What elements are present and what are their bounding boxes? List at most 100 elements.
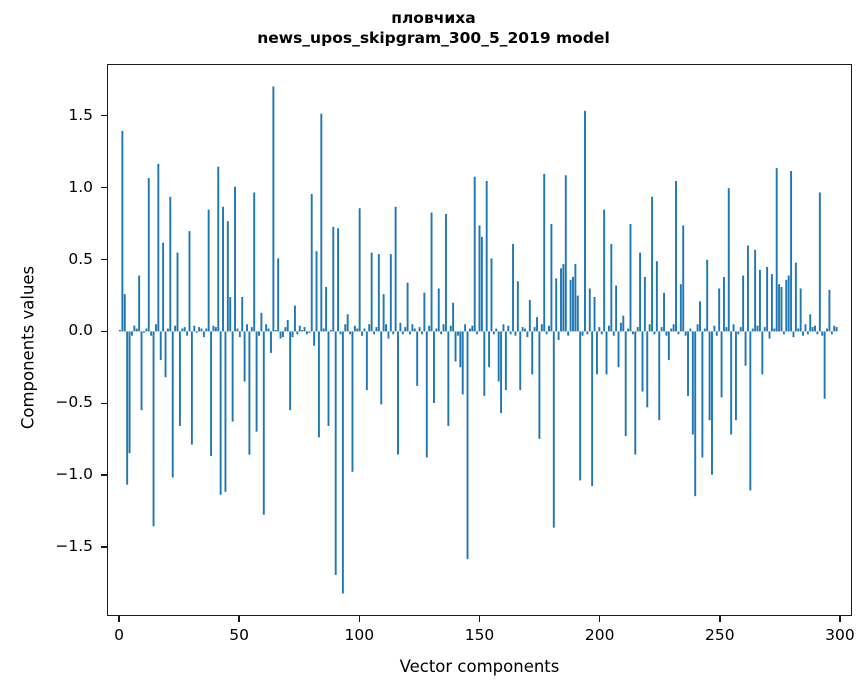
bar bbox=[708, 331, 711, 421]
bar bbox=[526, 331, 529, 338]
plot-area bbox=[108, 65, 851, 615]
bar bbox=[411, 324, 414, 332]
bar bbox=[706, 259, 709, 332]
y-tick-label: −1.0 bbox=[55, 465, 93, 484]
bar bbox=[159, 331, 162, 361]
bar bbox=[291, 331, 294, 338]
x-tick-label: 100 bbox=[344, 626, 375, 644]
bar bbox=[140, 331, 143, 411]
bar bbox=[715, 331, 718, 336]
bar bbox=[507, 325, 510, 332]
bar bbox=[226, 221, 229, 332]
bar bbox=[696, 324, 699, 332]
bar bbox=[703, 328, 706, 332]
bar bbox=[358, 208, 361, 332]
x-tick-label: 300 bbox=[825, 626, 855, 644]
bar bbox=[711, 331, 713, 475]
bar bbox=[272, 86, 275, 332]
bar bbox=[739, 327, 742, 332]
y-tick-mark bbox=[101, 474, 107, 476]
bar bbox=[186, 331, 189, 336]
bar bbox=[468, 328, 471, 332]
bar bbox=[174, 325, 177, 332]
bar bbox=[792, 331, 795, 338]
bar bbox=[181, 328, 184, 332]
bar bbox=[598, 327, 601, 332]
bar bbox=[447, 331, 450, 426]
bar bbox=[416, 331, 419, 386]
bar bbox=[200, 328, 203, 332]
y-tick-label: 1.0 bbox=[68, 177, 93, 196]
y-tick-label: 0.0 bbox=[68, 321, 93, 340]
x-tick-label: 50 bbox=[229, 626, 250, 644]
bar bbox=[737, 331, 740, 335]
bar bbox=[655, 261, 658, 332]
bar bbox=[121, 130, 124, 332]
bar bbox=[377, 254, 380, 332]
bar bbox=[293, 305, 296, 332]
bar bbox=[361, 331, 364, 336]
bars-series bbox=[119, 86, 838, 594]
bar bbox=[344, 324, 347, 332]
bar bbox=[828, 289, 831, 332]
bar bbox=[636, 327, 639, 332]
bar bbox=[193, 325, 196, 332]
bar bbox=[540, 324, 543, 332]
bar bbox=[274, 329, 277, 332]
bar bbox=[147, 178, 150, 332]
bar bbox=[212, 325, 215, 332]
bar bbox=[670, 328, 673, 332]
bar bbox=[298, 325, 301, 332]
bar bbox=[198, 327, 201, 332]
bar bbox=[442, 324, 445, 332]
bar bbox=[169, 196, 172, 332]
bar bbox=[397, 331, 399, 455]
y-tick-mark bbox=[101, 258, 107, 261]
bar bbox=[171, 331, 174, 478]
bar bbox=[456, 331, 459, 336]
bar bbox=[296, 331, 299, 335]
x-tick-mark bbox=[478, 616, 481, 622]
bar bbox=[224, 331, 227, 492]
x-tick-mark bbox=[358, 616, 361, 622]
bar bbox=[459, 331, 462, 368]
bar bbox=[823, 331, 826, 399]
bar bbox=[135, 328, 138, 332]
bar bbox=[325, 287, 328, 332]
bar bbox=[425, 331, 428, 458]
bar bbox=[409, 331, 411, 335]
bar bbox=[444, 213, 447, 332]
bar bbox=[761, 331, 764, 375]
bar bbox=[814, 325, 817, 332]
bar bbox=[119, 329, 121, 332]
bar bbox=[543, 173, 546, 332]
bar bbox=[301, 329, 304, 332]
x-tick-mark bbox=[238, 616, 240, 622]
bar bbox=[658, 331, 661, 421]
bar bbox=[607, 325, 610, 332]
bar bbox=[509, 331, 512, 335]
bar bbox=[262, 331, 265, 515]
bar bbox=[150, 331, 153, 336]
bar bbox=[533, 327, 536, 332]
bar bbox=[433, 331, 435, 404]
y-axis-label: Components values bbox=[18, 265, 38, 430]
bar bbox=[799, 288, 802, 332]
bar bbox=[157, 163, 160, 332]
bar bbox=[682, 225, 685, 332]
bar bbox=[562, 264, 565, 332]
x-tick-label: 250 bbox=[705, 626, 735, 644]
bar bbox=[317, 331, 320, 438]
bar bbox=[382, 294, 385, 332]
bar bbox=[648, 324, 651, 332]
bar bbox=[164, 331, 167, 378]
bar bbox=[461, 331, 464, 395]
bar bbox=[600, 331, 603, 335]
bar bbox=[555, 278, 558, 332]
bar bbox=[380, 331, 383, 405]
bar bbox=[651, 196, 654, 332]
bar bbox=[373, 331, 376, 335]
bar bbox=[217, 166, 220, 332]
bar bbox=[699, 301, 701, 332]
bar bbox=[797, 328, 800, 332]
